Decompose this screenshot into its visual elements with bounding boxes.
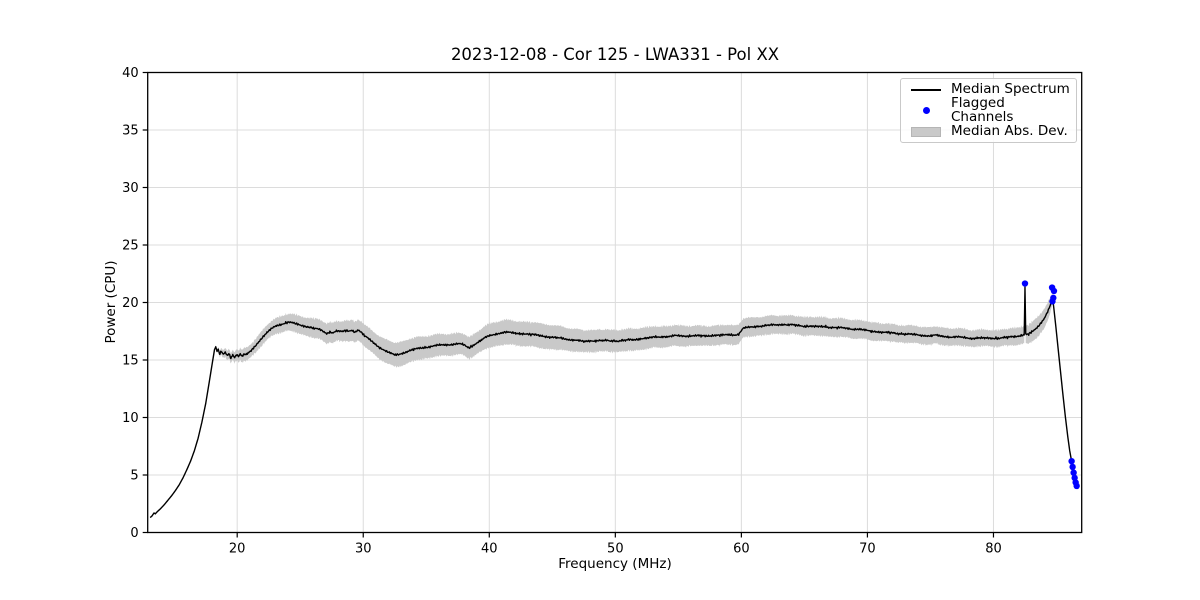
x-tick-label: 60 [733,542,750,557]
legend-item-median-spectrum: Median Spectrum [909,80,1070,97]
mad-band [150,278,1078,519]
y-tick-label: 20 [122,296,139,311]
y-tick-label: 5 [130,469,138,484]
flagged-dot-icon [922,107,930,114]
legend-item-median-abs-dev: Median Abs. Dev. [909,122,1070,139]
y-tick-label: 40 [122,66,139,81]
x-tick-label: 50 [607,542,624,557]
median-spectrum-line [149,286,1079,519]
legend-item-label: Flagged Channels [951,95,1014,125]
y-tick-label: 35 [122,124,139,139]
y-tick-label: 0 [130,526,138,541]
flagged-channel-dot [1070,469,1077,476]
legend-item-flagged-channels: Flagged Channels [909,95,1070,125]
y-axis-label: Power (CPU) [103,260,119,344]
chart-title: 2023-12-08 - Cor 125 - LWA331 - Pol XX [450,45,780,64]
x-tick-label: 40 [481,542,498,557]
flagged-channel-dot [1073,482,1080,490]
y-tick-label: 30 [122,181,139,196]
legend: Median Spectrum Flagged Channels Median … [900,78,1077,143]
flagged-channel-dot [1049,298,1056,305]
mad-band-icon [911,126,941,137]
x-tick-label: 20 [229,542,246,557]
flagged-channel-dot [1069,463,1076,471]
flagged-channel-dot [1021,280,1029,287]
x-tick-label: 30 [355,542,372,557]
flagged-channel-dot [1068,458,1075,465]
median-line-icon [911,88,941,91]
x-axis-label: Frequency (MHz) [558,556,672,572]
legend-item-label: Median Abs. Dev. [951,122,1068,139]
y-tick-label: 25 [122,239,139,254]
y-tick-label: 15 [122,354,139,369]
x-tick-label: 80 [985,542,1002,557]
x-tick-label: 70 [859,542,876,557]
flagged-channel-dot [1050,287,1058,295]
y-tick-label: 10 [122,411,139,426]
legend-item-label: Median Spectrum [951,80,1070,97]
